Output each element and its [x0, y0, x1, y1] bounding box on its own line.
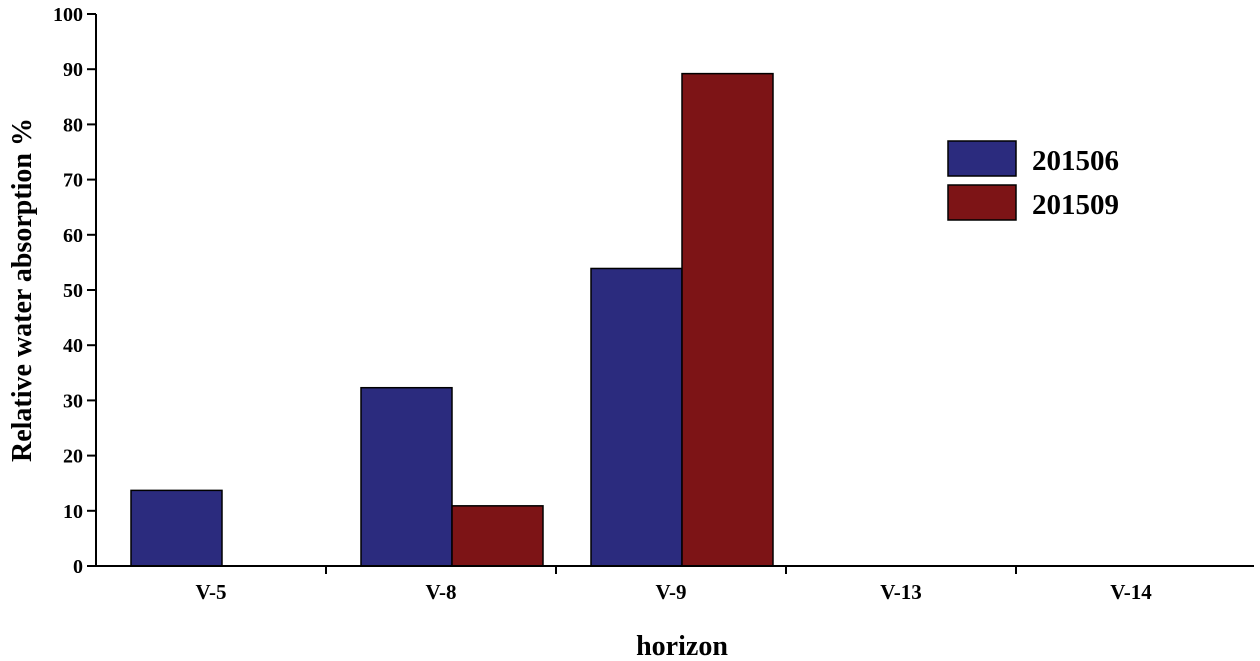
legend-label: 201509: [1032, 189, 1119, 221]
bar-201506-V-9: [590, 267, 683, 567]
y-tick-label: 70: [63, 170, 83, 192]
y-tick-label: 10: [63, 501, 83, 523]
legend-label: 201506: [1032, 145, 1119, 177]
x-tick-label: V-13: [880, 580, 922, 604]
legend-swatch-201506: [947, 140, 1017, 177]
y-tick-label: 0: [73, 556, 83, 578]
y-axis-title: Relative water absorption %: [7, 118, 38, 462]
x-axis-title: horizon: [636, 631, 728, 661]
bars-layer: [130, 72, 774, 567]
legend: 201506 201509: [947, 140, 1119, 221]
y-tick-label: 20: [63, 446, 83, 468]
legend-swatch-201509: [947, 184, 1017, 221]
bar-201509-V-9: [681, 72, 774, 567]
bar-201506-V-8: [360, 386, 453, 567]
x-tick-label: V-5: [195, 580, 226, 604]
bar-201506-V-5: [130, 489, 223, 567]
y-tick-label: 100: [53, 4, 83, 26]
y-tick-label: 80: [63, 114, 83, 136]
y-ticks: 0 10 20 30 40 50 60 70 80 90 100: [53, 4, 96, 578]
y-tick-label: 60: [63, 225, 83, 247]
x-tick-label: V-8: [425, 580, 456, 604]
y-tick-label: 30: [63, 390, 83, 412]
bar-201509-V-8: [451, 505, 544, 567]
y-tick-label: 90: [63, 59, 83, 81]
x-ticks: V-5 V-8 V-9 V-13 V-14: [195, 566, 1152, 604]
y-tick-label: 40: [63, 335, 83, 357]
x-tick-label: V-9: [655, 580, 686, 604]
y-tick-label: 50: [63, 280, 83, 302]
x-tick-label: V-14: [1110, 580, 1152, 604]
